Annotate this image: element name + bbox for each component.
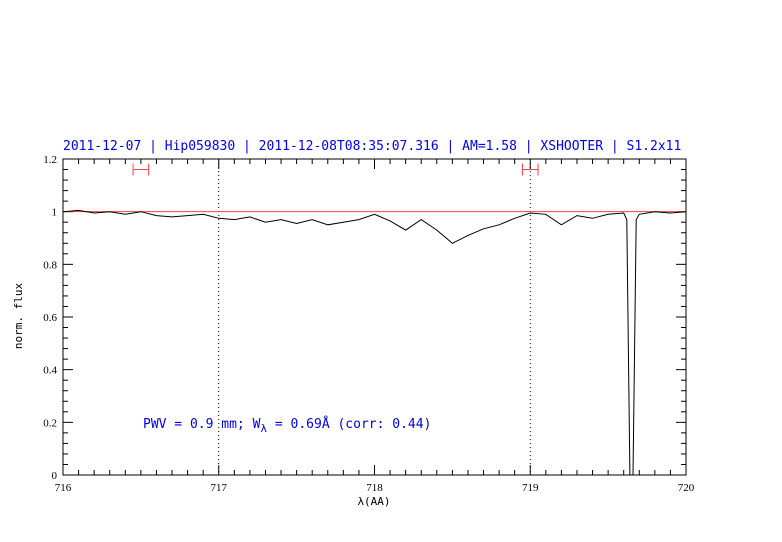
x-tick-label: 719: [522, 482, 539, 494]
y-tick-label: 0.4: [43, 365, 57, 377]
guide-lines: [63, 159, 686, 475]
x-axis-label: λ(AA): [357, 495, 390, 508]
y-tick-label: 0.8: [43, 259, 57, 271]
x-tick-label: 718: [366, 482, 383, 494]
series-layer: [62, 209, 687, 476]
y-tick-label: 1.2: [43, 154, 57, 166]
chart-title: 2011-12-07 | Hip059830 | 2011-12-08T08:3…: [63, 139, 681, 154]
annotation-prefix: PWV = 0.9 mm; W: [143, 417, 261, 432]
y-tick-label: 0: [52, 470, 58, 482]
x-tick-label: 720: [678, 482, 695, 494]
continuum-window-markers: [132, 163, 539, 176]
x-tick-label: 716: [55, 482, 72, 494]
axis-tick-labels: 716 717 718 719 720 0 0.2 0.4 0.6 0.8 1 1.2: [43, 154, 695, 494]
spectrum-line: [62, 209, 687, 476]
x-tick-label: 717: [211, 482, 228, 494]
y-axis-label: norm. flux: [12, 283, 25, 350]
annotation-subscript: λ: [260, 422, 267, 435]
y-tick-label: 0.2: [43, 417, 57, 429]
annotation-suffix: = 0.69Å (corr: 0.44): [267, 416, 431, 432]
pwv-annotation: PWV = 0.9 mm; Wλ = 0.69Å (corr: 0.44): [143, 416, 431, 435]
y-tick-label: 0.6: [43, 312, 57, 324]
y-tick-label: 1: [52, 207, 58, 219]
